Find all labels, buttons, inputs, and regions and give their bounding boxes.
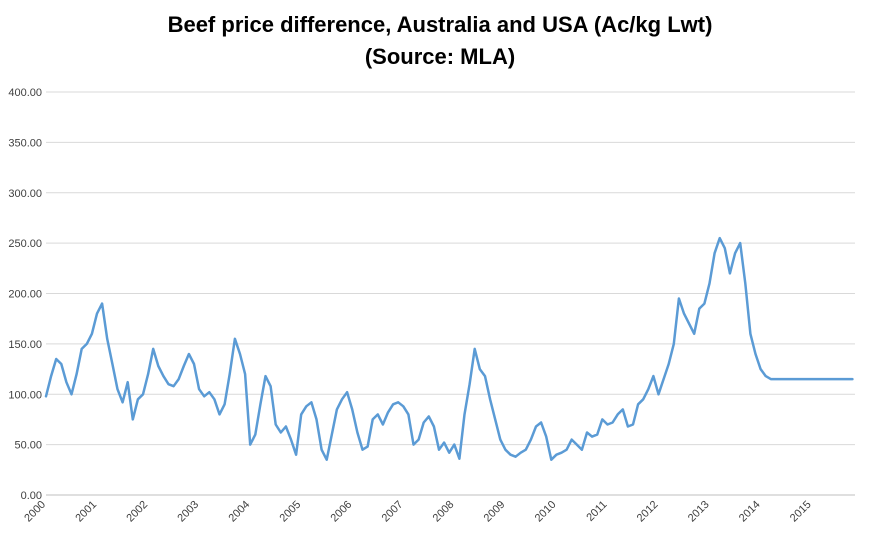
y-tick-label: 250.00	[8, 238, 42, 250]
chart-title: Beef price difference, Australia and USA…	[167, 12, 713, 37]
series-line	[44, 236, 854, 461]
y-axis-ticks: 0.00 50.00 100.00 150.00 200.00 250.00 300.00 3…	[8, 87, 42, 502]
x-tick-label: 2003	[175, 499, 201, 525]
x-tick-label: 2004	[226, 499, 252, 525]
x-axis-ticks: 2000 2001 2002 2003 2004 2005 2006 2007 2008 2009…	[22, 499, 813, 525]
chart-subtitle: (Source: MLA)	[364, 44, 516, 69]
y-tick-label: 100.00	[8, 389, 42, 401]
x-tick-label: 2014	[737, 499, 763, 525]
x-tick-label: 2010	[533, 499, 559, 525]
x-tick-label: 2002	[124, 499, 150, 525]
x-tick-label: 2011	[584, 499, 609, 524]
y-tick-label: 50.00	[14, 440, 42, 452]
x-tick-label: 2007	[380, 499, 406, 525]
y-tick-label: 300.00	[8, 188, 42, 200]
y-tick-label: 350.00	[8, 137, 42, 149]
x-tick-label: 2000	[22, 499, 48, 525]
gridlines	[46, 91, 855, 496]
y-tick-label: 400.00	[8, 87, 42, 99]
x-tick-label: 2008	[431, 499, 457, 525]
x-tick-label: 2013	[686, 499, 712, 525]
x-tick-label: 2005	[278, 499, 304, 525]
x-tick-label: 2006	[329, 499, 355, 525]
series-layer	[44, 236, 854, 461]
x-tick-label: 2015	[788, 499, 814, 525]
y-tick-label: 200.00	[8, 289, 42, 301]
x-tick-label: 2001	[73, 499, 99, 525]
x-tick-label: 2009	[482, 499, 508, 525]
y-tick-label: 0.00	[21, 490, 42, 502]
x-tick-label: 2012	[635, 499, 661, 525]
y-tick-label: 150.00	[8, 339, 42, 351]
